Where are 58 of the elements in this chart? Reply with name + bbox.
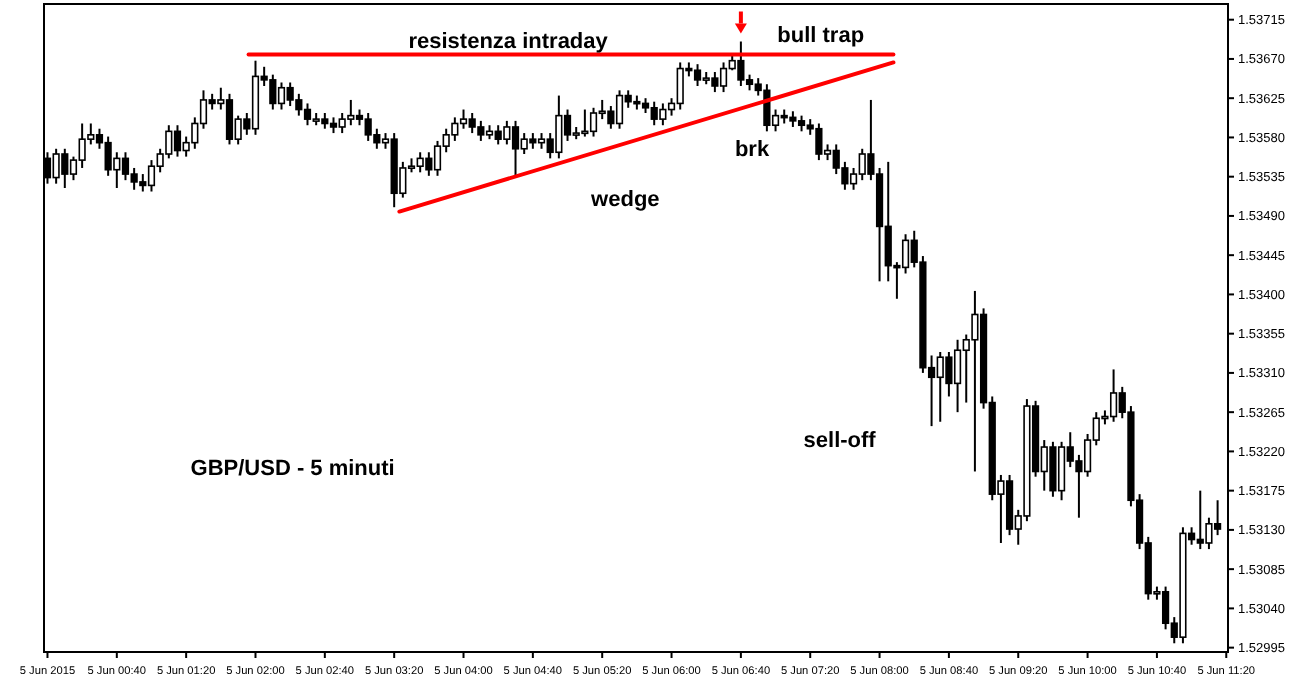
annotation: resistenza intraday [408, 29, 610, 54]
candlestick [615, 89, 624, 130]
annotation: bull trap [777, 23, 865, 48]
candlestick [121, 151, 130, 182]
candlestick [130, 166, 138, 191]
candlestick [303, 102, 312, 127]
candlestick [945, 350, 953, 398]
candlestick [1049, 440, 1057, 498]
candlestick [347, 98, 355, 127]
annotation: sell-off [803, 428, 877, 453]
candlestick [459, 108, 468, 130]
candlestick [1161, 585, 1170, 631]
candlestick [451, 116, 459, 142]
candlestick [693, 63, 702, 87]
candlestick [52, 147, 60, 185]
candlestick [589, 106, 598, 138]
annotation: wedge [589, 188, 660, 213]
candlestick [511, 119, 520, 179]
candlestick [711, 71, 719, 94]
candlestick [269, 73, 277, 111]
candlestick [477, 119, 485, 142]
candlestick [364, 112, 372, 142]
candlestick [953, 338, 962, 414]
candlestick [147, 159, 156, 193]
candlestick [165, 124, 173, 160]
candlestick [173, 124, 182, 158]
candlestick [1205, 516, 1213, 551]
candlestick [286, 81, 294, 108]
text: GBP/USD - 5 minuti [190, 457, 395, 482]
candlestick [737, 40, 745, 87]
candlestick [659, 102, 667, 127]
candlestick [468, 112, 476, 135]
candlestick [295, 92, 303, 117]
candlestick [104, 135, 112, 177]
candlestick [503, 119, 511, 146]
candlestick [971, 289, 979, 473]
candlestick [581, 108, 589, 138]
candlestick [425, 151, 433, 177]
candlestick [338, 112, 346, 135]
candlestick [416, 151, 424, 174]
candlestick [1005, 473, 1014, 537]
candlestick [1057, 440, 1066, 502]
candlestick [520, 132, 528, 156]
candlestick [61, 147, 69, 190]
candlestick [494, 124, 502, 146]
candlestick [555, 94, 563, 160]
candlestick [225, 92, 234, 146]
candlestick [78, 122, 86, 169]
candlestick [433, 139, 442, 177]
candlestick [901, 233, 910, 275]
candlestick [1213, 499, 1222, 537]
candlestick [676, 61, 684, 111]
annotation: brk [734, 137, 771, 162]
candlestick [277, 81, 286, 111]
candlestick [815, 122, 823, 162]
candlestick [650, 100, 658, 127]
candlestick [719, 61, 728, 94]
candlestick [1109, 368, 1118, 423]
